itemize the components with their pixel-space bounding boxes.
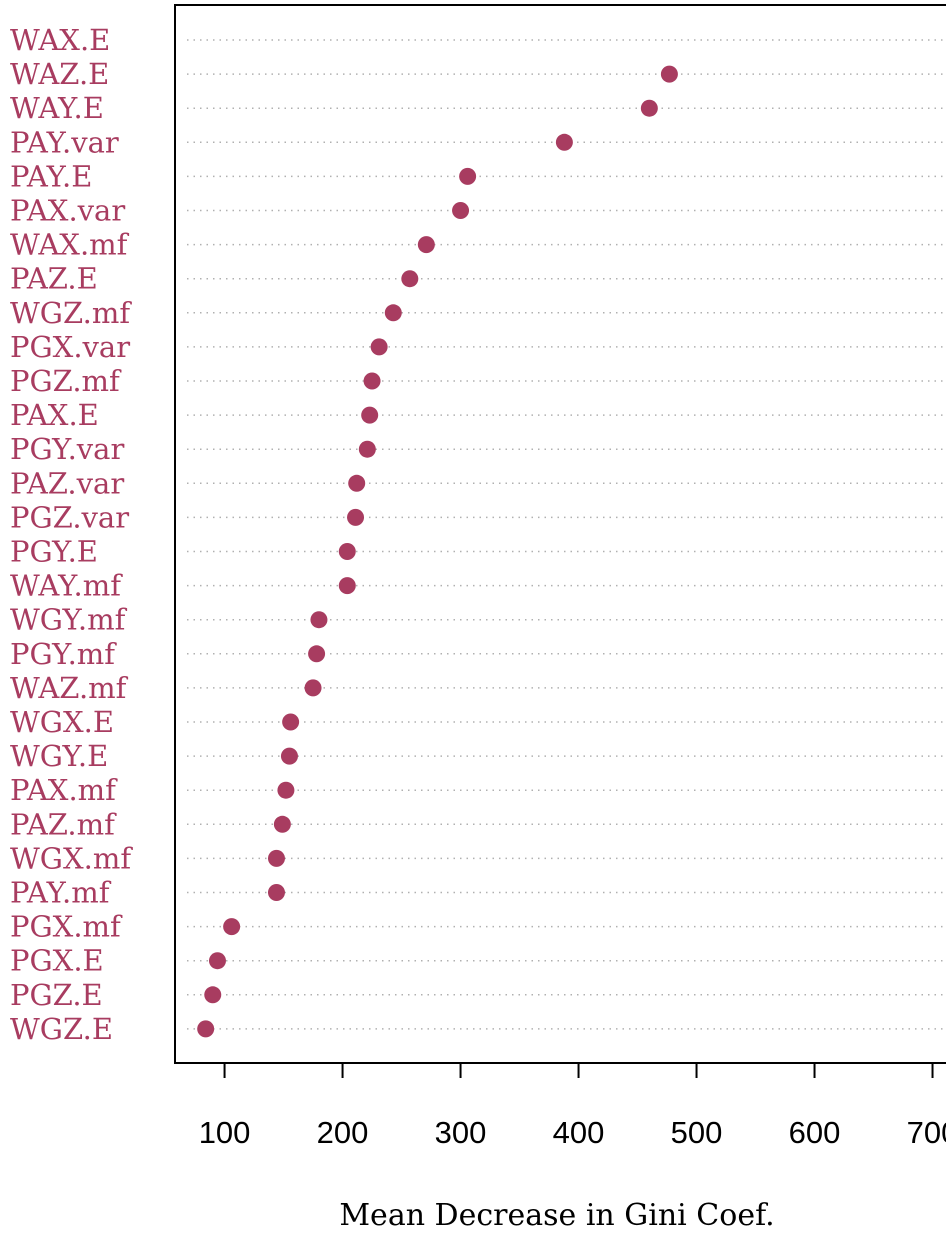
category-label: PAZ.E xyxy=(10,262,98,296)
data-point xyxy=(361,406,379,424)
plot-frame xyxy=(174,4,946,1064)
category-label: WGX.E xyxy=(10,705,114,739)
x-tick-label: 200 xyxy=(317,1115,369,1150)
data-point xyxy=(338,577,356,595)
data-point xyxy=(363,372,381,390)
data-point xyxy=(338,543,356,560)
category-label: PAX.mf xyxy=(10,773,118,807)
category-label: PAZ.var xyxy=(10,466,124,500)
data-point xyxy=(197,1020,215,1038)
gridlines xyxy=(187,39,946,1030)
category-label: PGX.E xyxy=(10,944,104,978)
category-label: WGZ.mf xyxy=(10,296,132,330)
data-point xyxy=(555,133,573,151)
data-points xyxy=(197,65,678,1038)
x-tick-label: 500 xyxy=(671,1115,723,1150)
category-label: PAY.E xyxy=(10,159,92,193)
data-point xyxy=(660,65,678,83)
x-axis: 100 200 300 400 500 600 700 xyxy=(199,1062,946,1150)
category-label: WGZ.E xyxy=(10,1012,113,1046)
category-label: WAX.E xyxy=(10,23,110,57)
category-label: PGX.mf xyxy=(10,910,123,944)
data-point xyxy=(204,986,222,1004)
data-point xyxy=(277,781,295,799)
data-point xyxy=(452,202,470,219)
x-tick-label: 300 xyxy=(435,1115,487,1150)
category-label: WAX.mf xyxy=(10,228,130,262)
category-label: PAY.mf xyxy=(10,876,112,910)
data-point xyxy=(304,679,322,697)
data-point xyxy=(358,440,376,458)
category-label: PGZ.mf xyxy=(10,364,122,398)
category-label: WAZ.E xyxy=(10,57,109,91)
category-label: WAZ.mf xyxy=(10,671,129,705)
x-tick-label: 700 xyxy=(907,1115,946,1150)
category-label: PGZ.var xyxy=(10,500,129,534)
category-label: PAX.E xyxy=(10,398,99,432)
category-label: PGY.var xyxy=(10,432,124,466)
data-point xyxy=(370,338,388,356)
category-label: WGY.E xyxy=(10,739,108,773)
category-label: PAX.var xyxy=(10,194,125,228)
category-label: PGY.E xyxy=(10,535,98,569)
category-label: PGX.var xyxy=(10,330,130,364)
data-point xyxy=(308,645,326,663)
category-label: PAY.var xyxy=(10,125,119,159)
category-label: WAY.E xyxy=(10,91,104,125)
data-point xyxy=(640,99,658,117)
category-label: WGY.mf xyxy=(10,603,128,637)
category-label: WAY.mf xyxy=(10,569,123,603)
data-point xyxy=(310,611,328,629)
data-point xyxy=(208,952,226,970)
category-labels: WAX.EWAZ.EWAY.EPAY.varPAY.EPAX.varWAX.mf… xyxy=(10,23,133,1046)
data-point xyxy=(401,270,419,288)
x-tick-label: 400 xyxy=(553,1115,605,1150)
category-label: PAZ.mf xyxy=(10,807,117,841)
data-point xyxy=(267,849,285,867)
x-tick-label: 600 xyxy=(789,1115,841,1150)
data-point xyxy=(417,236,435,254)
data-point xyxy=(223,918,241,936)
category-label: PGZ.E xyxy=(10,978,103,1012)
data-point xyxy=(267,884,285,901)
data-point xyxy=(273,815,291,833)
data-point xyxy=(282,713,300,731)
category-label: PGY.mf xyxy=(10,637,117,671)
data-point xyxy=(280,747,298,765)
data-point xyxy=(459,167,477,185)
data-point xyxy=(348,474,366,492)
category-label: WGX.mf xyxy=(10,841,133,875)
x-tick-label: 100 xyxy=(199,1115,251,1150)
data-point xyxy=(347,508,365,526)
data-point xyxy=(384,304,402,322)
x-axis-title: Mean Decrease in Gini Coef. xyxy=(339,1198,774,1233)
